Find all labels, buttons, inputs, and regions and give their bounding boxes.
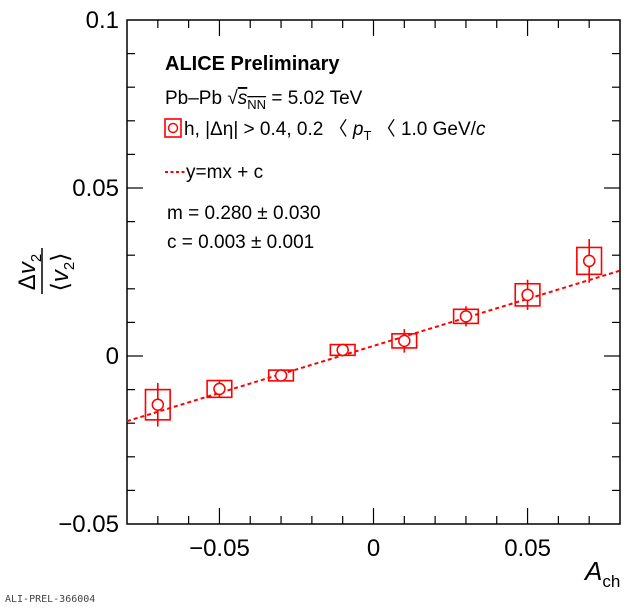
- y-tick-label: 0.1: [86, 7, 119, 34]
- data-point: [521, 288, 534, 302]
- x-tick-label: −0.05: [189, 535, 250, 562]
- x-tick-label: 0.05: [504, 535, 551, 562]
- legend-series-label: h, |Δη| > 0.4, 0.2 〈 pT 〈 1.0 GeV/c: [184, 118, 486, 143]
- data-point: [398, 334, 411, 348]
- fit-line: [126, 269, 621, 423]
- experiment-label: ALICE Preliminary: [165, 53, 340, 75]
- data-point: [336, 343, 349, 357]
- y-axis-title: Δv2 ⟨v2⟩: [14, 248, 78, 294]
- legend-fit-label: y=mx + c: [186, 162, 263, 183]
- axis-tick-labels: −0.05 0 0.05 −0.05 0 0.05 0.1: [58, 7, 551, 562]
- data-points: [144, 239, 603, 427]
- data-point: [274, 369, 288, 382]
- fit-slope-text: m = 0.280 ± 0.030: [167, 203, 321, 224]
- y-tick-label: 0.05: [72, 175, 119, 202]
- x-tick-label: 0: [367, 535, 380, 562]
- data-point: [459, 310, 473, 323]
- legend-marker-box: [164, 118, 182, 138]
- data-point: [151, 398, 165, 411]
- y-axis-denominator: ⟨v2⟩: [47, 252, 78, 291]
- y-axis-numerator: Δv2: [14, 254, 45, 290]
- preliminary-id: ALI-PREL-366004: [5, 594, 96, 605]
- axis-ticks: [127, 20, 620, 524]
- y-tick-label: 0: [106, 343, 119, 370]
- legend-entry-hadrons: h, |Δη| > 0.4, 0.2 〈 pT 〈 1.0 GeV/c: [164, 118, 486, 143]
- data-point: [213, 382, 226, 396]
- data-point: [582, 254, 596, 268]
- x-axis-title: Ach: [583, 556, 620, 591]
- legend-entry-fit: y=mx + c: [165, 162, 263, 183]
- fit-intercept-text: c = 0.003 ± 0.001: [167, 232, 314, 253]
- legend-marker-circle: [167, 122, 179, 134]
- y-tick-label: −0.05: [58, 511, 119, 538]
- system-label: Pb–Pb √sNN = 5.02 TeV: [165, 88, 363, 112]
